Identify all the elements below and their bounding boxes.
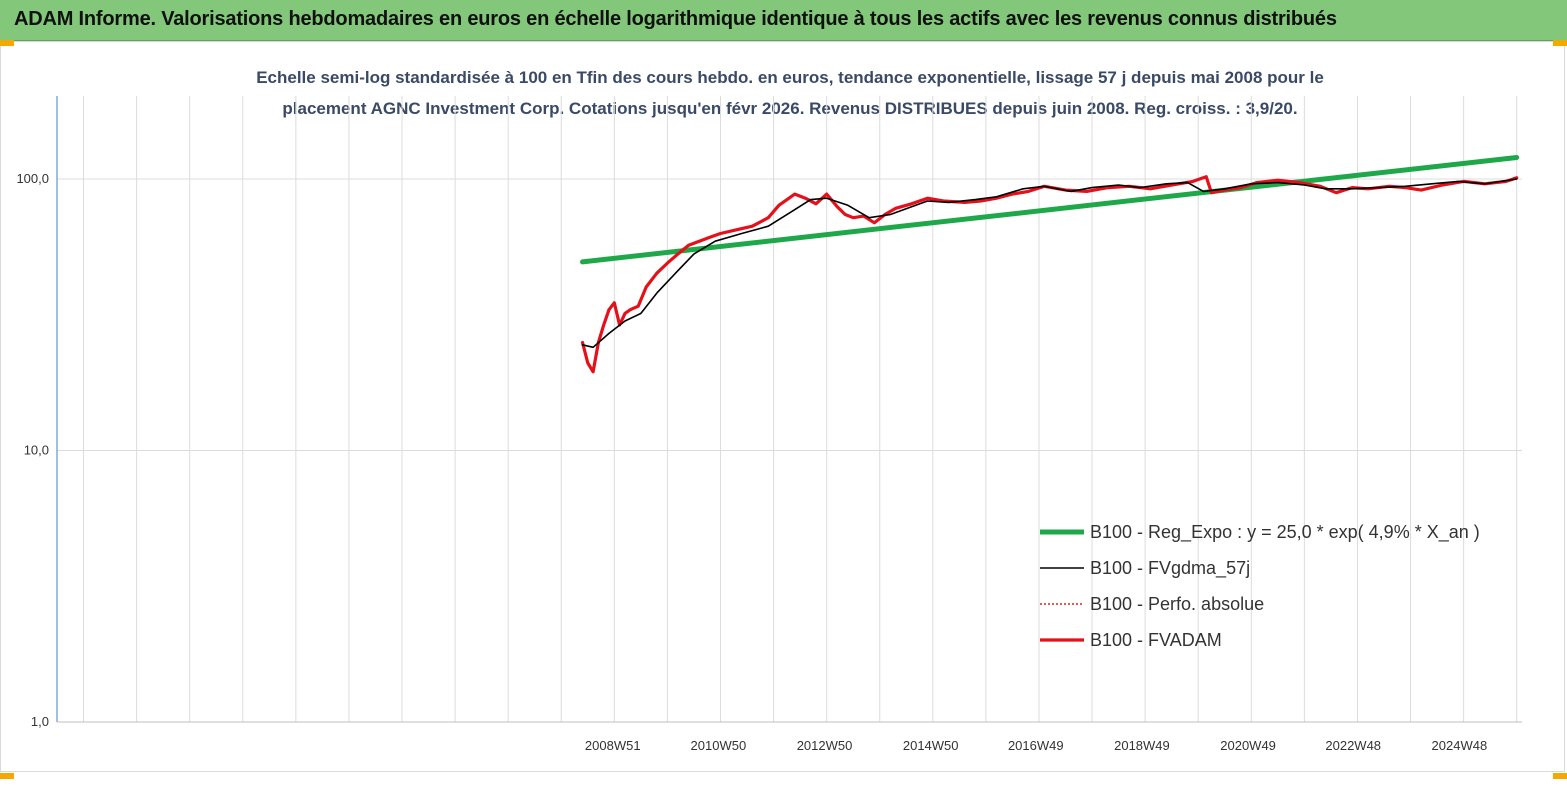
x-tick-label: 2024W48 (1432, 738, 1488, 753)
y-tick-label: 10,0 (24, 443, 49, 458)
legend-label: B100 - Reg_Expo : y = 25,0 * exp( 4,9% *… (1090, 522, 1480, 543)
axes: 100,0 10,0 1,0 2008W51 2010W50 2012W50 2014W50… (16, 96, 1522, 753)
report-header: ADAM Informe. Valorisations hebdomadaire… (0, 0, 1567, 41)
y-tick-label: 100,0 (16, 171, 49, 186)
x-tick-label: 2016W49 (1008, 738, 1064, 753)
chart-frame (0, 41, 1565, 772)
x-tick-label: 2020W49 (1220, 738, 1276, 753)
report-title: ADAM Informe. Valorisations hebdomadaire… (14, 8, 1337, 30)
x-tick-label: 2008W51 (585, 738, 641, 753)
x-tick-label: 2010W50 (691, 738, 747, 753)
resize-handle-bottom-left[interactable] (0, 773, 14, 779)
chart-subtitle-line-2: placement AGNC Investment Corp. Cotation… (282, 99, 1298, 118)
series-lines (580, 155, 1520, 374)
chart-subtitle-line-1: Echelle semi-log standardisée à 100 en T… (256, 68, 1324, 87)
legend-label: B100 - FVADAM (1090, 630, 1222, 650)
x-tick-label: 2022W48 (1325, 738, 1381, 753)
legend-label: B100 - FVgdma_57j (1090, 558, 1250, 579)
resize-handle-top-left[interactable] (0, 40, 14, 46)
resize-handle-bottom-right[interactable] (1553, 773, 1567, 779)
x-tick-label: 2014W50 (903, 738, 959, 753)
x-tick-label: 2012W50 (797, 738, 853, 753)
series-line-thick-red (580, 175, 1519, 374)
grid (57, 96, 1522, 723)
y-tick-label: 1,0 (31, 714, 49, 729)
series-line-thick-green (580, 155, 1520, 265)
resize-handle-top-right[interactable] (1553, 40, 1567, 46)
x-tick-label: 2018W49 (1114, 738, 1170, 753)
legend-label: B100 - Perfo. absolue (1090, 594, 1264, 614)
series-line-thin-black (581, 178, 1518, 349)
legend: B100 - Reg_Expo : y = 25,0 * exp( 4,9% *… (1040, 522, 1480, 650)
